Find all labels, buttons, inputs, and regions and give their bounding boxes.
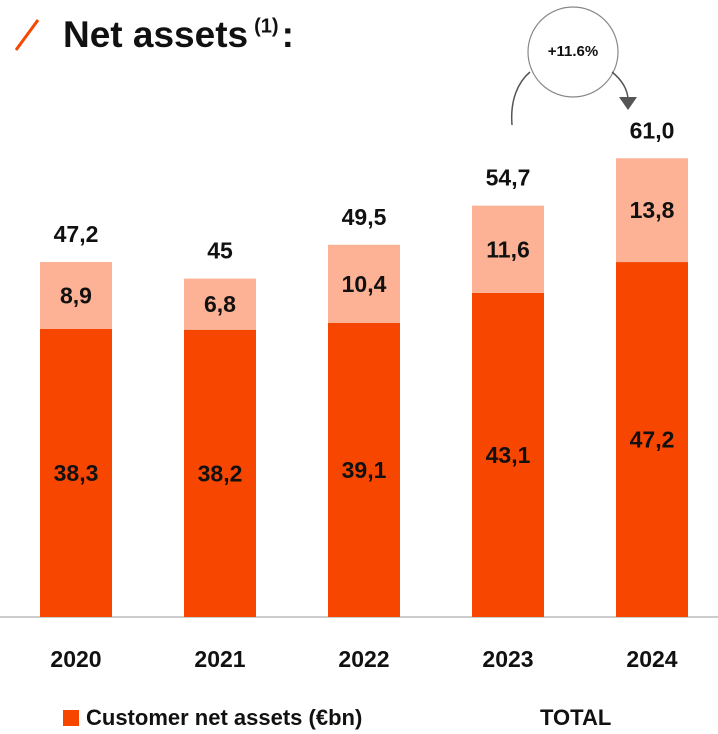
total-label: 49,5 — [342, 204, 387, 230]
value-label: 8,9 — [60, 283, 92, 309]
bar-segment — [472, 292, 544, 617]
x-tick-label: 2020 — [50, 646, 101, 672]
bar-segment — [472, 205, 544, 293]
annotation-arrow-start — [510, 71, 531, 126]
bar-segment — [184, 329, 256, 617]
total-label: 61,0 — [630, 117, 675, 143]
value-label: 38,2 — [198, 460, 243, 486]
bar-segment — [328, 322, 400, 617]
bar-segment — [328, 244, 400, 323]
value-label: 11,6 — [486, 236, 530, 262]
value-label: 39,1 — [342, 457, 387, 483]
x-tick-label: 2024 — [626, 646, 677, 672]
bar-segment — [40, 328, 112, 617]
chart-title: Net assets — [63, 14, 248, 55]
x-tick-label: 2023 — [482, 646, 533, 672]
total-label: 47,2 — [54, 221, 99, 247]
x-tick-label: 2021 — [194, 646, 245, 672]
value-label: 6,8 — [204, 291, 236, 317]
bar-segment — [616, 262, 688, 617]
bar-segment — [40, 262, 112, 329]
legend-total: TOTAL — [540, 705, 611, 730]
x-tick-label: 2022 — [338, 646, 389, 672]
value-label: 47,2 — [630, 427, 675, 453]
title-end: : — [282, 14, 294, 55]
value-label: 38,3 — [54, 460, 99, 486]
total-label: 45 — [207, 238, 233, 264]
bar-segment — [184, 278, 256, 330]
annotation: +11.6% — [548, 43, 598, 60]
annotation-arrow-end — [611, 71, 629, 101]
bar-segment — [616, 158, 688, 263]
legend-swatch — [63, 710, 79, 726]
value-label: 13,8 — [630, 197, 675, 223]
legend-label: Customer net assets (€bn) — [86, 705, 362, 730]
value-label: 10,4 — [342, 271, 387, 297]
value-label: 43,1 — [486, 442, 531, 468]
annotation-circle — [527, 6, 619, 98]
title-footnote: (1) — [254, 15, 278, 37]
total-label: 54,7 — [486, 165, 531, 191]
annotation-arrow-head — [619, 97, 637, 110]
title-slash — [14, 19, 40, 51]
